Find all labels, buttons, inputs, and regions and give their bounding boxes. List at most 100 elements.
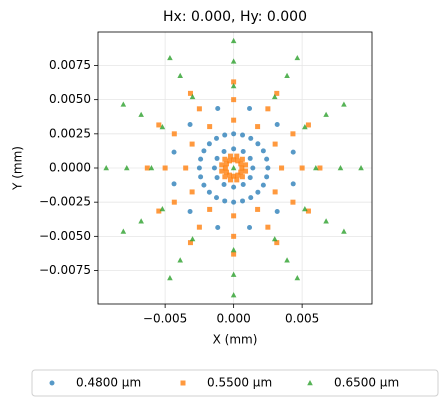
legend-marker xyxy=(307,380,313,386)
data-point xyxy=(214,135,220,141)
data-point xyxy=(231,79,237,85)
y-tick-label: −0.0050 xyxy=(39,229,91,243)
data-point xyxy=(189,93,196,100)
data-point xyxy=(222,174,228,180)
data-point xyxy=(238,169,244,175)
data-point xyxy=(171,149,177,155)
data-point xyxy=(171,199,177,205)
data-point xyxy=(183,165,189,171)
legend-label: 0.4800 µm xyxy=(76,376,141,390)
y-tick-label: 0.0025 xyxy=(49,126,91,140)
data-point xyxy=(248,195,254,201)
y-tick-label: 0.0075 xyxy=(49,58,91,72)
data-point xyxy=(358,165,364,171)
data-point xyxy=(265,224,271,230)
data-point xyxy=(247,175,253,181)
data-point xyxy=(187,122,193,128)
legend-marker xyxy=(49,380,55,386)
data-point xyxy=(265,165,271,171)
data-point xyxy=(177,72,183,78)
data-point xyxy=(187,240,193,246)
data-point xyxy=(235,158,241,164)
data-point xyxy=(302,206,308,212)
data-point xyxy=(239,156,245,162)
data-point xyxy=(171,181,177,187)
data-point xyxy=(196,106,202,112)
data-point xyxy=(284,72,290,78)
data-point xyxy=(290,181,296,187)
data-point xyxy=(198,156,204,162)
series xyxy=(144,79,323,257)
data-point xyxy=(222,156,228,162)
data-point xyxy=(317,165,323,171)
data-point xyxy=(284,257,290,263)
data-point xyxy=(189,189,195,195)
data-point xyxy=(255,124,261,130)
data-point xyxy=(211,165,217,171)
data-point xyxy=(156,208,162,214)
y-tick-label: 0.0000 xyxy=(49,161,91,175)
data-point xyxy=(227,158,233,164)
y-tick-label: −0.0025 xyxy=(39,195,91,209)
data-point xyxy=(294,54,301,61)
data-point xyxy=(177,257,183,263)
data-point xyxy=(206,141,212,147)
data-point xyxy=(231,199,237,205)
data-point xyxy=(230,292,237,298)
data-point xyxy=(260,182,266,188)
data-point xyxy=(341,228,347,234)
legend-label: 0.5500 µm xyxy=(207,376,272,390)
data-point xyxy=(290,149,296,155)
data-point xyxy=(159,206,166,212)
data-point xyxy=(230,37,237,44)
data-point xyxy=(264,156,270,162)
data-point xyxy=(290,199,296,205)
data-point xyxy=(219,168,225,174)
data-point xyxy=(222,132,228,138)
data-point xyxy=(302,123,308,130)
data-point xyxy=(144,165,150,171)
x-tick-label: −0.005 xyxy=(143,312,187,326)
data-point xyxy=(227,172,233,178)
x-tick-label: 0.000 xyxy=(216,312,250,326)
data-point xyxy=(187,208,193,214)
data-point xyxy=(189,236,196,242)
data-point xyxy=(214,195,220,201)
data-point xyxy=(159,123,166,130)
y-axis-label: Y (mm) xyxy=(11,146,25,191)
data-point xyxy=(214,155,220,161)
data-point xyxy=(156,122,162,128)
data-point xyxy=(247,224,253,230)
data-point xyxy=(240,198,246,204)
legend-marker xyxy=(180,380,186,386)
data-point xyxy=(222,165,228,171)
data-point xyxy=(215,106,221,112)
data-point xyxy=(138,111,144,117)
data-point xyxy=(227,177,233,183)
data-point xyxy=(230,271,237,277)
data-point xyxy=(264,174,270,180)
data-point xyxy=(201,182,207,188)
data-point xyxy=(189,141,195,147)
data-point xyxy=(274,208,280,214)
data-point xyxy=(215,224,221,230)
data-point xyxy=(231,131,237,137)
legend-label: 0.6500 µm xyxy=(334,376,399,390)
data-point xyxy=(255,189,261,195)
data-point xyxy=(138,218,144,224)
x-tick-label: 0.005 xyxy=(285,312,319,326)
data-point xyxy=(247,106,253,112)
data-point xyxy=(123,165,130,171)
data-point xyxy=(196,224,202,230)
data-point xyxy=(231,184,237,190)
grid: −0.005 0.000 0.005 −0.0075 −0.0050 −0.0025 0.0… xyxy=(39,32,372,326)
data-point xyxy=(255,206,261,212)
legend-entries: 0.4800 µm 0.5500 µm 0.6500 µm xyxy=(49,376,399,390)
data-point xyxy=(167,54,173,61)
data-point xyxy=(271,93,278,100)
data-point xyxy=(230,165,237,171)
data-point xyxy=(313,165,319,171)
data-point xyxy=(235,172,241,178)
data-point xyxy=(120,101,127,107)
